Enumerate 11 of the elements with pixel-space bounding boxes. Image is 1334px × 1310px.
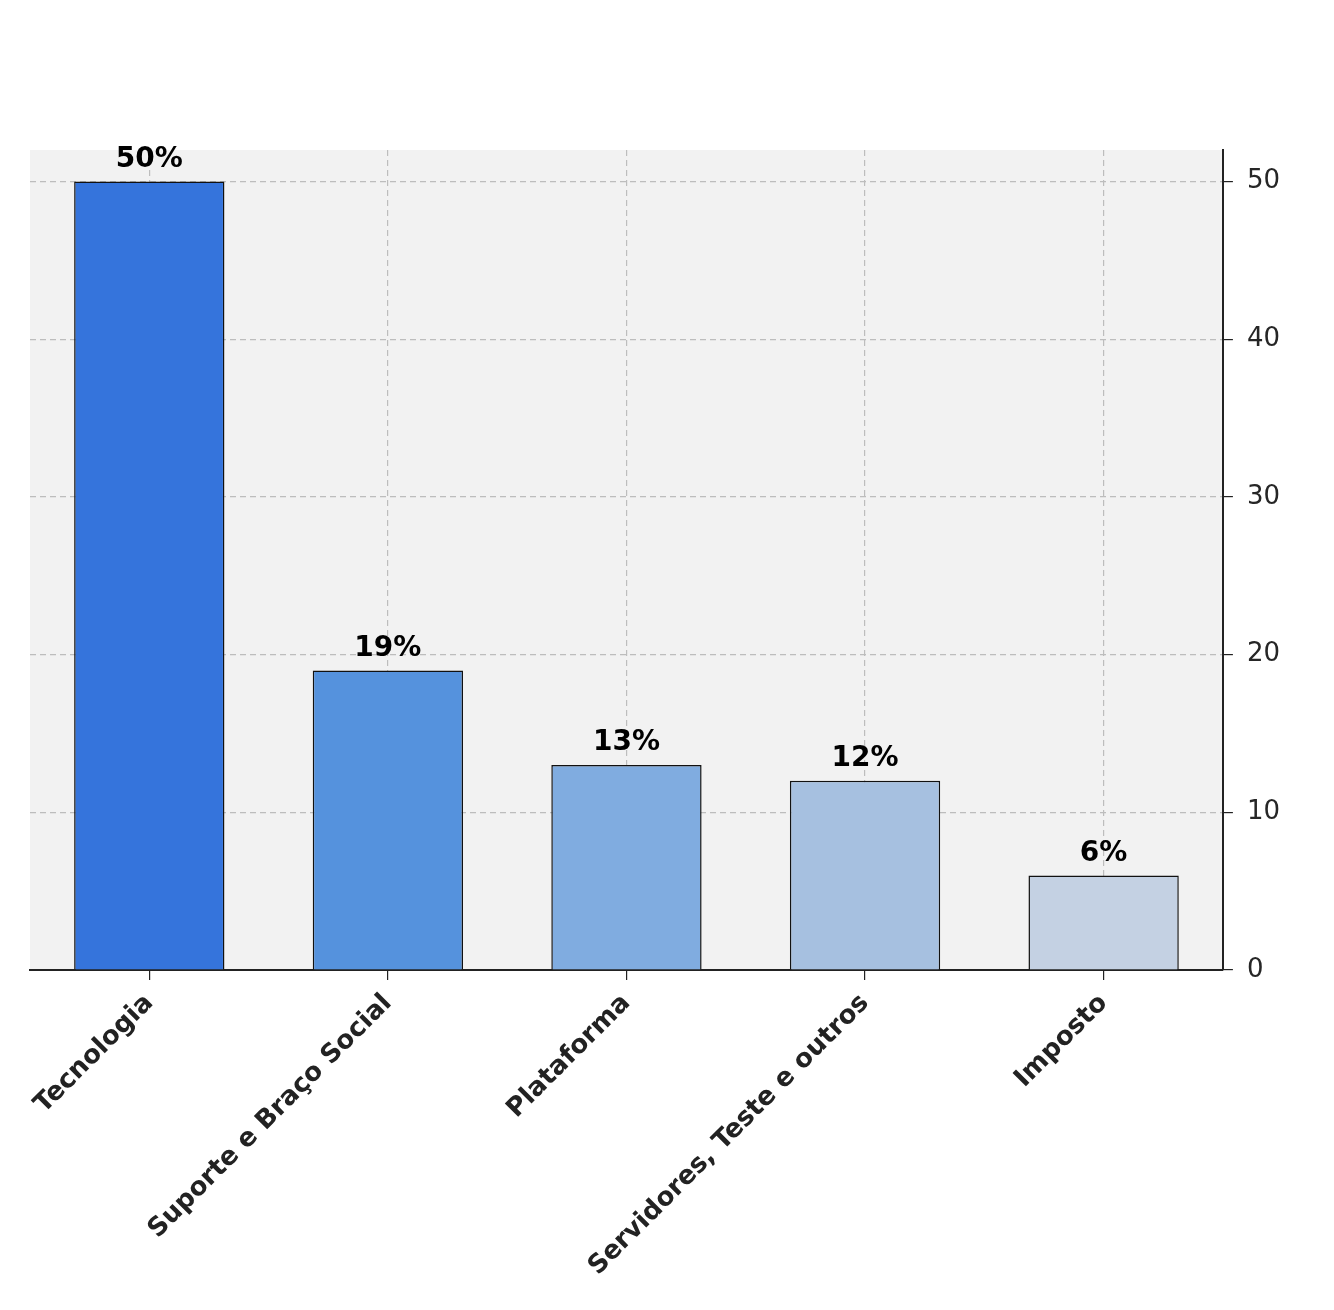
data-label: 19%: [354, 629, 422, 663]
y-tick-label: 50: [1246, 164, 1281, 195]
data-label: 12%: [831, 740, 899, 774]
data-label: 13%: [592, 724, 660, 758]
y-tick-label: 0: [1246, 952, 1264, 983]
y-tick-label: 40: [1246, 321, 1281, 352]
data-label: 50%: [115, 140, 183, 174]
y-tick-label: 20: [1246, 637, 1281, 668]
y-tick-label: 10: [1246, 795, 1281, 826]
data-label: 6%: [1079, 834, 1128, 868]
y-tick-label: 30: [1246, 479, 1281, 510]
